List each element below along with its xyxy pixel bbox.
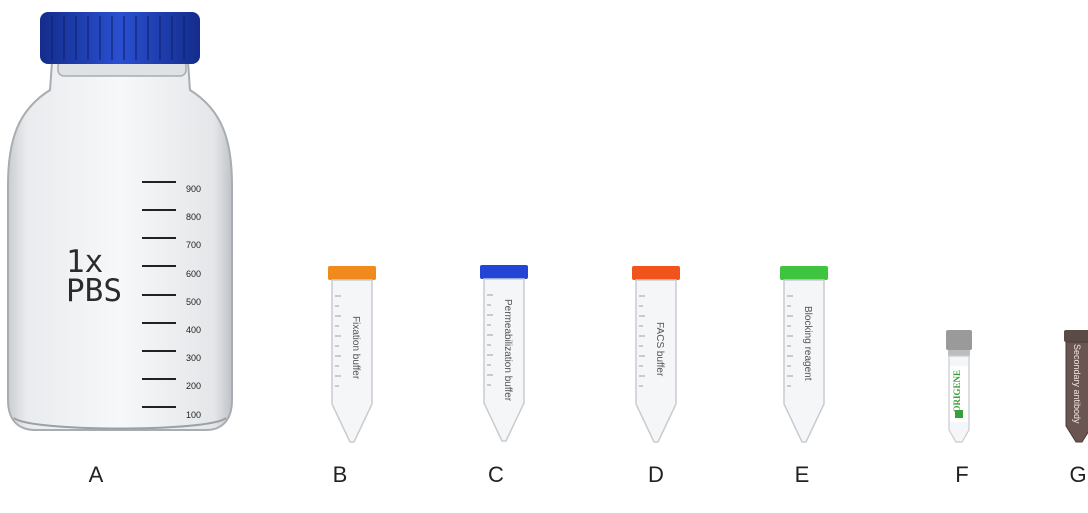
label-e: E — [794, 462, 810, 487]
tube-permeabilization-buffer: Permeabilization buffer — [478, 265, 530, 445]
scale-800: 800 — [186, 212, 202, 223]
bottle-scale: 900 800 700 600 500 400 300 200 100 — [186, 175, 201, 429]
origene-logo-mark — [955, 410, 963, 418]
label-c: C — [488, 462, 504, 487]
bottle-label-line2: PBS — [66, 273, 122, 309]
tube-label: FACS buffer — [654, 322, 665, 377]
tube-cap — [480, 265, 528, 279]
secondary-antibody-vial: Secondary antibody — [1060, 330, 1088, 446]
tube-cap — [632, 266, 680, 280]
scale-200: 200 — [186, 381, 202, 392]
tube-label: Blocking reagent — [802, 306, 813, 381]
scale-500: 500 — [186, 296, 202, 307]
tube-label: Permeabilization buffer — [502, 299, 513, 402]
label-b: B — [332, 462, 348, 487]
tube-facs-buffer: FACS buffer — [630, 266, 682, 446]
origene-vial: ORIGENE — [942, 330, 976, 446]
scale-700: 700 — [186, 240, 202, 251]
vial-cap — [946, 330, 972, 350]
label-d: D — [648, 462, 664, 487]
tube-drawing — [632, 266, 680, 443]
tube-fixation-buffer: Fixation buffer — [326, 266, 378, 446]
tube-drawing — [780, 266, 828, 443]
bottle-label: 1x PBS — [66, 244, 122, 309]
origene-brand: ORIGENE — [952, 370, 962, 413]
vial-cap — [1064, 330, 1088, 342]
scale-100: 100 — [186, 409, 202, 420]
bottle-label-line1: 1x — [66, 244, 104, 280]
tube-drawing — [480, 265, 528, 442]
tube-label: Fixation buffer — [350, 316, 361, 380]
vial-label: Secondary antibody — [1072, 344, 1082, 424]
scale-400: 400 — [186, 325, 202, 336]
vial-drawing — [1064, 330, 1088, 443]
scale-900: 900 — [186, 184, 202, 194]
bottle-drawing — [7, 12, 233, 431]
scale-300: 300 — [186, 353, 202, 364]
tube-cap — [328, 266, 376, 280]
label-a: A — [88, 462, 104, 487]
tube-blocking-reagent: Blocking reagent — [778, 266, 830, 446]
label-f: F — [955, 462, 969, 487]
pbs-bottle: 900 800 700 600 500 400 300 200 100 1x P… — [0, 0, 240, 450]
tube-drawing — [328, 266, 376, 443]
vial-drawing — [946, 330, 972, 443]
scale-600: 600 — [186, 268, 202, 279]
label-g: G — [1069, 462, 1087, 487]
tube-cap — [780, 266, 828, 280]
